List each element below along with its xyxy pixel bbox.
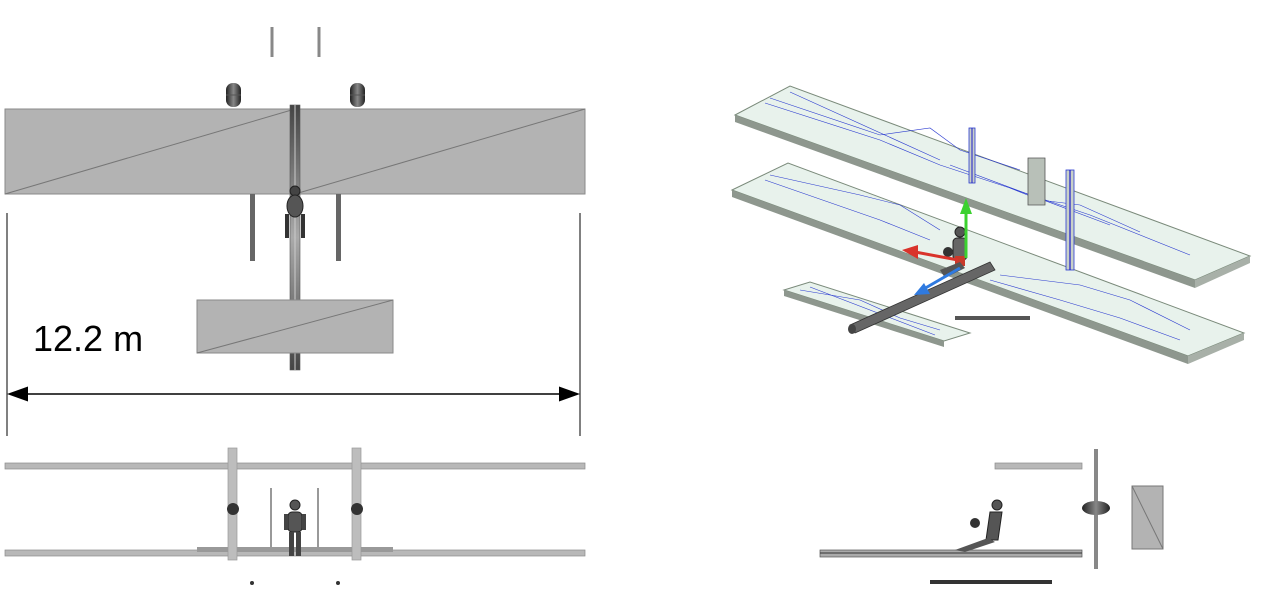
front-wheel-right	[336, 581, 340, 585]
side-engine-pod	[1082, 501, 1110, 515]
engine-pod-right	[350, 83, 365, 107]
isometric-view	[730, 85, 1252, 364]
iso-fuselage	[848, 261, 1030, 334]
side-upper-wing	[994, 462, 1083, 470]
front-wheel-left	[250, 581, 254, 585]
axis-gizmo	[902, 198, 972, 295]
iso-fin-3	[1065, 169, 1075, 271]
iso-fin-2	[1027, 157, 1046, 206]
front-view	[4, 447, 586, 585]
front-pilot-figure	[284, 499, 306, 556]
side-tail	[1131, 485, 1164, 550]
top-view	[4, 27, 586, 371]
side-view	[819, 449, 1164, 584]
front-upper-wing	[4, 462, 586, 470]
span-dimension	[6, 213, 581, 436]
horizontal-tail	[196, 299, 394, 354]
iso-pilot-figure	[940, 226, 968, 278]
iso-fin-1	[968, 127, 976, 184]
side-pilot-figure	[955, 499, 1003, 552]
strut-left	[250, 194, 255, 261]
front-engine-right	[351, 503, 363, 515]
span-dimension-label: 12.2 m	[33, 318, 144, 359]
pilot-figure	[285, 185, 305, 238]
front-engine-left	[227, 503, 239, 515]
strut-right	[336, 194, 341, 261]
engine-pod-left	[226, 83, 241, 107]
side-skid	[930, 580, 1052, 584]
